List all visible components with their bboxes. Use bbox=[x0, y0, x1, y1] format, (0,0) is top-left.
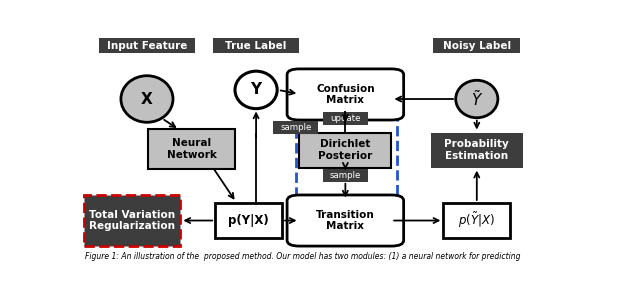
Text: Figure 1: An illustration of the  proposed method. Our model has two modules: (1: Figure 1: An illustration of the propose… bbox=[85, 253, 520, 261]
FancyBboxPatch shape bbox=[212, 38, 300, 53]
FancyBboxPatch shape bbox=[287, 69, 404, 120]
Ellipse shape bbox=[456, 80, 498, 118]
FancyBboxPatch shape bbox=[99, 38, 195, 53]
Text: p(Y|X): p(Y|X) bbox=[228, 214, 269, 227]
FancyBboxPatch shape bbox=[431, 132, 523, 168]
Text: Total Variation
Regularization: Total Variation Regularization bbox=[89, 210, 175, 231]
FancyBboxPatch shape bbox=[444, 203, 510, 238]
Text: True Label: True Label bbox=[225, 41, 287, 51]
FancyBboxPatch shape bbox=[84, 195, 180, 246]
Text: Dirichlet
Posterior: Dirichlet Posterior bbox=[318, 139, 372, 161]
Text: X: X bbox=[141, 91, 153, 106]
Text: Transition
Matrix: Transition Matrix bbox=[316, 210, 375, 231]
FancyBboxPatch shape bbox=[433, 38, 520, 53]
Text: $p(\tilde{Y}|X)$: $p(\tilde{Y}|X)$ bbox=[458, 211, 495, 230]
FancyBboxPatch shape bbox=[323, 168, 368, 182]
Text: sample: sample bbox=[280, 123, 312, 132]
Text: Probability
Estimation: Probability Estimation bbox=[444, 139, 509, 161]
FancyBboxPatch shape bbox=[323, 112, 368, 125]
Ellipse shape bbox=[121, 76, 173, 122]
Text: Confusion
Matrix: Confusion Matrix bbox=[316, 84, 374, 105]
Text: Input Feature: Input Feature bbox=[107, 41, 187, 51]
FancyBboxPatch shape bbox=[273, 121, 318, 134]
FancyBboxPatch shape bbox=[287, 195, 404, 246]
Text: update: update bbox=[330, 114, 360, 123]
FancyBboxPatch shape bbox=[215, 203, 282, 238]
Ellipse shape bbox=[235, 71, 277, 109]
Text: $\tilde{Y}$: $\tilde{Y}$ bbox=[470, 89, 483, 109]
Text: sample: sample bbox=[330, 171, 361, 180]
Text: Noisy Label: Noisy Label bbox=[443, 41, 511, 51]
Text: Y: Y bbox=[250, 82, 262, 97]
FancyBboxPatch shape bbox=[300, 132, 391, 168]
FancyBboxPatch shape bbox=[148, 129, 235, 169]
Text: Neural
Network: Neural Network bbox=[166, 138, 216, 160]
